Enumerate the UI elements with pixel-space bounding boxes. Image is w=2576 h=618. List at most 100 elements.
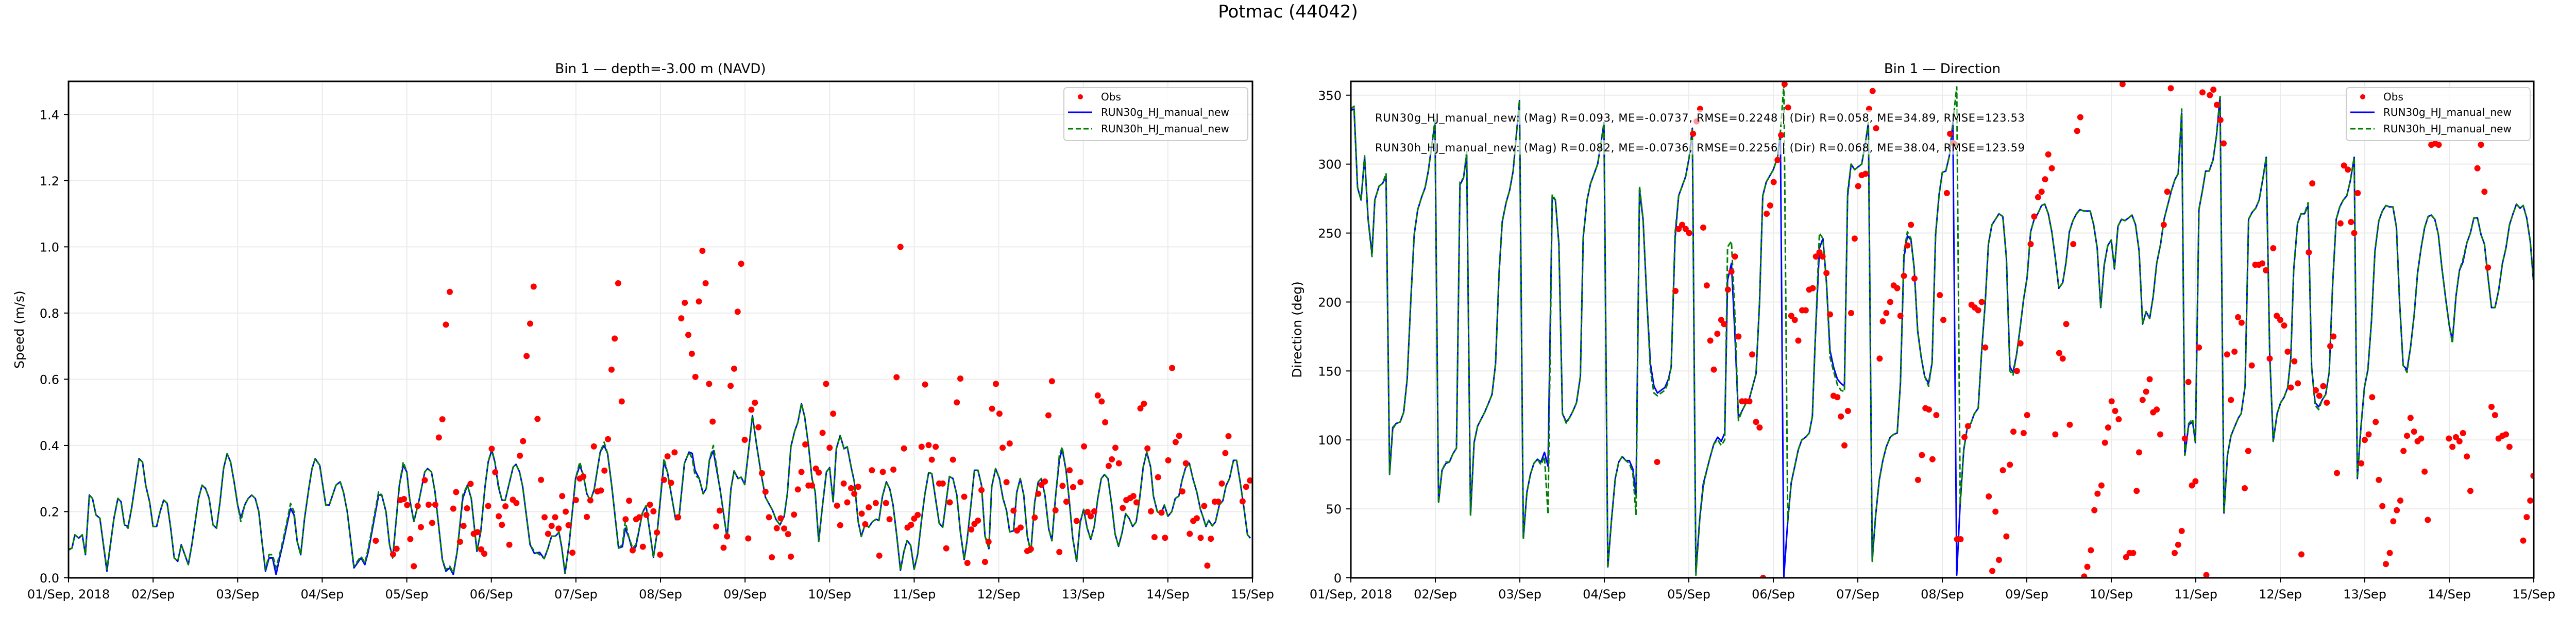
obs-point <box>447 288 453 295</box>
obs-point <box>2164 188 2171 195</box>
obs-point <box>1873 125 1879 132</box>
obs-point <box>2010 428 2017 435</box>
obs-point <box>713 523 720 530</box>
obs-point <box>1770 179 1777 185</box>
obs-point <box>848 485 855 491</box>
obs-point <box>678 315 685 322</box>
obs-point <box>559 493 566 500</box>
obs-point <box>1876 355 1883 362</box>
obs-point <box>928 456 935 463</box>
obs-point <box>1006 440 1013 447</box>
obs-point <box>2035 194 2041 200</box>
obs-point <box>785 531 791 538</box>
obs-point <box>2217 116 2224 123</box>
obs-point <box>520 438 527 444</box>
obs-point <box>1728 268 1735 275</box>
obs-point <box>2031 213 2038 220</box>
x-tick-label: 02/Sep <box>1414 587 1457 602</box>
obs-point <box>816 469 822 476</box>
obs-point <box>1059 483 1066 489</box>
y-tick-label: 0.6 <box>40 372 59 387</box>
obs-point <box>1179 488 1185 495</box>
obs-point <box>1721 321 1727 328</box>
obs-point <box>2411 428 2417 435</box>
obs-point <box>766 514 772 521</box>
obs-point <box>643 511 650 518</box>
y-tick-label: 0.2 <box>40 505 59 519</box>
obs-point <box>798 469 805 475</box>
obs-point <box>1042 478 1048 485</box>
obs-point <box>2199 89 2206 96</box>
y-tick-label: 200 <box>1318 295 1342 310</box>
obs-point <box>429 520 435 526</box>
obs-point <box>837 522 843 528</box>
obs-point <box>2189 482 2195 489</box>
obs-point <box>1094 392 1101 399</box>
obs-point <box>968 526 975 533</box>
obs-point <box>2485 264 2492 271</box>
run30g-stats-annotation: RUN30g_HJ_manual_new: (Mag) R=0.093, ME=… <box>1375 112 2025 125</box>
obs-point <box>1169 365 1176 371</box>
obs-point <box>975 517 981 524</box>
obs-point <box>2063 321 2070 328</box>
obs-point <box>1187 530 1193 537</box>
obs-point <box>1027 546 1034 553</box>
obs-point <box>981 559 988 565</box>
x-tick-label: 05/Sep <box>385 587 429 602</box>
obs-point <box>414 503 421 509</box>
obs-point <box>844 499 851 506</box>
obs-point <box>1848 310 1855 316</box>
direction-chart-title: Bin 1 — Direction <box>1884 61 2001 77</box>
obs-point <box>2154 406 2160 413</box>
obs-point <box>802 441 809 448</box>
obs-point <box>1887 299 1893 305</box>
obs-point <box>485 503 492 509</box>
obs-point <box>724 533 731 540</box>
obs-point <box>890 466 897 473</box>
obs-point <box>2136 449 2142 456</box>
obs-point <box>2376 476 2382 483</box>
obs-point <box>2214 101 2220 108</box>
obs-point <box>1788 313 1794 319</box>
obs-point <box>2397 497 2404 504</box>
obs-point <box>2351 230 2358 236</box>
obs-point <box>1911 275 1918 282</box>
obs-point <box>2369 394 2376 401</box>
obs-point <box>872 500 879 506</box>
obs-point <box>1081 443 1088 450</box>
obs-point <box>1144 445 1151 452</box>
obs-point <box>2167 85 2174 92</box>
obs-point <box>709 418 716 425</box>
obs-point <box>1091 508 1097 514</box>
obs-point <box>2418 435 2425 442</box>
obs-point <box>762 488 769 495</box>
obs-point <box>2059 355 2066 362</box>
obs-point <box>1908 221 1914 228</box>
obs-point <box>1218 480 1225 487</box>
obs-point <box>943 545 950 552</box>
obs-point <box>734 308 741 315</box>
obs-point <box>2460 430 2466 436</box>
obs-point <box>601 467 608 474</box>
obs-point <box>467 480 474 487</box>
obs-point <box>1165 457 1172 464</box>
obs-point <box>1749 351 1755 358</box>
obs-point <box>851 490 858 497</box>
obs-point <box>612 335 618 342</box>
obs-point <box>584 513 590 520</box>
obs-point <box>2181 435 2188 442</box>
obs-point <box>1077 479 1084 486</box>
obs-point <box>862 521 869 527</box>
obs-point <box>1947 130 1954 137</box>
obs-point <box>1778 132 1785 139</box>
obs-point <box>2172 550 2178 556</box>
obs-point <box>647 501 653 508</box>
obs-point <box>488 445 495 452</box>
obs-point <box>2306 249 2312 256</box>
obs-point <box>809 482 816 489</box>
legend-obs-marker <box>2360 94 2365 99</box>
obs-point <box>918 443 925 450</box>
obs-point <box>1225 433 1232 439</box>
legend-run30h-label: RUN30h_HJ_manual_new <box>2383 123 2512 135</box>
obs-point <box>538 476 545 483</box>
